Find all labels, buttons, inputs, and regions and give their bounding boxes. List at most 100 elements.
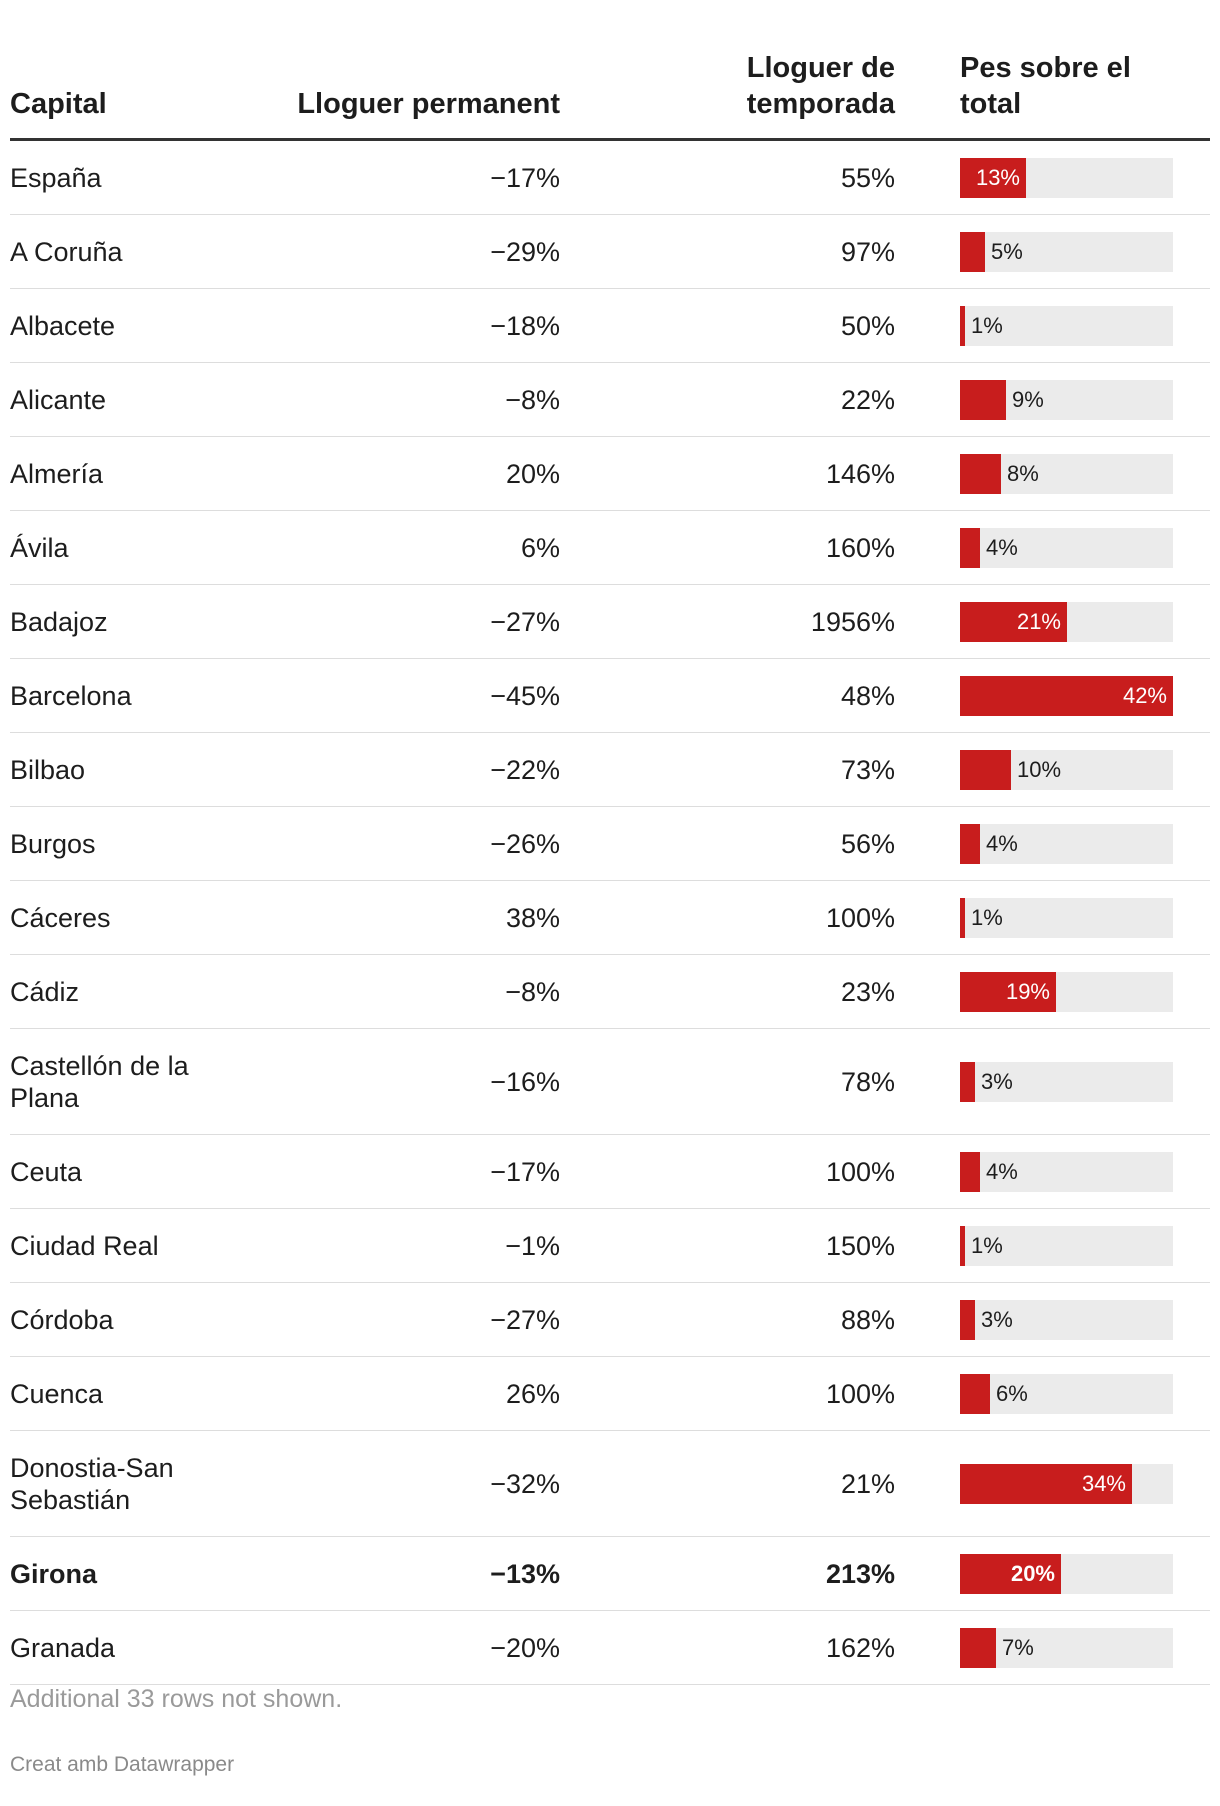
capital-name: Badajoz bbox=[10, 606, 108, 637]
seasonal-rent-change: 100% bbox=[825, 902, 895, 933]
share-bar-track: 3% bbox=[960, 1061, 1173, 1102]
table-row: Bilbao −22% 73% 10% bbox=[10, 733, 1210, 807]
share-bar-track: 10% bbox=[960, 749, 1173, 790]
permanent-rent-change: 38% bbox=[505, 902, 560, 933]
share-label: 4% bbox=[986, 534, 1018, 560]
seasonal-rent-change: 146% bbox=[825, 458, 895, 489]
share-bar-track: 5% bbox=[960, 231, 1173, 272]
share-label: 19% bbox=[1005, 978, 1050, 1004]
share-bar bbox=[960, 601, 1067, 642]
share-label: 1% bbox=[971, 312, 1003, 338]
capital-name: Ciudad Real bbox=[10, 1230, 159, 1261]
table-row: Córdoba −27% 88% 3% bbox=[10, 1283, 1210, 1357]
table-row: A Coruña −29% 97% 5% bbox=[10, 215, 1210, 289]
permanent-rent-change: −22% bbox=[490, 754, 560, 785]
share-bar-track: 8% bbox=[960, 453, 1173, 494]
capital-name: Girona bbox=[10, 1558, 98, 1589]
share-label: 42% bbox=[1122, 682, 1167, 708]
share-label: 5% bbox=[991, 238, 1023, 264]
capital-name: España bbox=[10, 162, 102, 193]
seasonal-rent-change: 213% bbox=[825, 1558, 895, 1589]
permanent-rent-change: 20% bbox=[505, 458, 560, 489]
share-bar-track: 9% bbox=[960, 379, 1173, 420]
permanent-rent-change: −27% bbox=[490, 1304, 560, 1335]
table-row: Ciudad Real −1% 150% 1% bbox=[10, 1209, 1210, 1283]
table-row: Ávila 6% 160% 4% bbox=[10, 511, 1210, 585]
capital-name: Ávila bbox=[10, 532, 69, 563]
seasonal-rent-change: 88% bbox=[840, 1304, 895, 1335]
share-label: 34% bbox=[1081, 1470, 1126, 1496]
seasonal-rent-change: 162% bbox=[825, 1632, 895, 1663]
share-label: 3% bbox=[981, 1306, 1013, 1332]
seasonal-rent-change: 97% bbox=[840, 236, 895, 267]
share-bar bbox=[960, 379, 1006, 420]
share-bar-track: 6% bbox=[960, 1373, 1173, 1414]
share-bar-track: 19% bbox=[960, 971, 1173, 1012]
header-capital[interactable]: Capital bbox=[10, 88, 107, 120]
share-bar-track: 1% bbox=[960, 1225, 1173, 1266]
share-label: 7% bbox=[1002, 1634, 1034, 1660]
share-bar bbox=[960, 749, 1011, 790]
share-bar bbox=[960, 971, 1056, 1012]
table-row: Barcelona −45% 48% 42% bbox=[10, 659, 1210, 733]
seasonal-rent-change: 160% bbox=[825, 532, 895, 563]
seasonal-rent-change: 56% bbox=[840, 828, 895, 859]
share-bar bbox=[960, 231, 985, 272]
permanent-rent-change: −1% bbox=[505, 1230, 560, 1261]
table-row: Burgos −26% 56% 4% bbox=[10, 807, 1210, 881]
seasonal-rent-change: 73% bbox=[840, 754, 895, 785]
table-header: Capital Lloguer permanent Lloguer de tem… bbox=[10, 40, 1210, 141]
table-row: Ceuta −17% 100% 4% bbox=[10, 1135, 1210, 1209]
seasonal-rent-change: 48% bbox=[840, 680, 895, 711]
table-row: Granada −20% 162% 7% bbox=[10, 1611, 1210, 1685]
table-row: Donostia-San Sebastián −32% 21% 34% bbox=[10, 1431, 1210, 1537]
capital-name: Granada bbox=[10, 1632, 116, 1663]
permanent-rent-change: −8% bbox=[505, 976, 560, 1007]
capital-name: Alicante bbox=[10, 384, 107, 415]
datawrapper-credit[interactable]: Creat amb Datawrapper bbox=[10, 1753, 235, 1776]
capital-name: Córdoba bbox=[10, 1304, 114, 1335]
capital-name: Donostia-San Sebastián bbox=[10, 1452, 174, 1515]
permanent-rent-change: −18% bbox=[490, 310, 560, 341]
permanent-rent-change: 26% bbox=[505, 1378, 560, 1409]
table-row: Cádiz −8% 23% 19% bbox=[10, 955, 1210, 1029]
permanent-rent-change: −8% bbox=[505, 384, 560, 415]
seasonal-rent-change: 23% bbox=[840, 976, 895, 1007]
share-label: 20% bbox=[1010, 1560, 1055, 1586]
share-bar bbox=[960, 1627, 996, 1668]
share-bar-track: 13% bbox=[960, 157, 1173, 198]
share-bar-track: 4% bbox=[960, 1151, 1173, 1192]
seasonal-rent-change: 50% bbox=[840, 310, 895, 341]
share-bar-track: 1% bbox=[960, 305, 1173, 346]
header-permanent[interactable]: Lloguer permanent bbox=[297, 88, 560, 120]
share-bar-track: 34% bbox=[960, 1463, 1173, 1504]
share-bar bbox=[960, 823, 980, 864]
capital-name: Cáceres bbox=[10, 902, 111, 933]
permanent-rent-change: −29% bbox=[490, 236, 560, 267]
share-bar bbox=[960, 1225, 965, 1266]
share-label: 3% bbox=[981, 1068, 1013, 1094]
header-temporada[interactable]: Lloguer de temporada bbox=[746, 52, 895, 120]
permanent-rent-change: −17% bbox=[490, 162, 560, 193]
seasonal-rent-change: 150% bbox=[825, 1230, 895, 1261]
permanent-rent-change: 6% bbox=[520, 532, 560, 563]
share-bar-track: 21% bbox=[960, 601, 1173, 642]
share-bar bbox=[960, 1553, 1061, 1594]
share-bar bbox=[960, 1061, 975, 1102]
permanent-rent-change: −45% bbox=[490, 680, 560, 711]
capital-name: Bilbao bbox=[10, 754, 86, 785]
share-bar bbox=[960, 1151, 980, 1192]
share-bar bbox=[960, 157, 1026, 198]
share-label: 6% bbox=[996, 1380, 1028, 1406]
seasonal-rent-change: 22% bbox=[840, 384, 895, 415]
share-bar bbox=[960, 527, 980, 568]
share-bar bbox=[960, 675, 1173, 716]
share-label: 1% bbox=[971, 904, 1003, 930]
share-bar bbox=[960, 1373, 990, 1414]
header-share[interactable]: Pes sobre el total bbox=[960, 52, 1131, 120]
share-label: 13% bbox=[975, 164, 1020, 190]
capital-name: Almería bbox=[10, 458, 104, 489]
seasonal-rent-change: 78% bbox=[840, 1066, 895, 1097]
table-row: Albacete −18% 50% 1% bbox=[10, 289, 1210, 363]
rows-not-shown-note: Additional 33 rows not shown. bbox=[10, 1685, 343, 1713]
